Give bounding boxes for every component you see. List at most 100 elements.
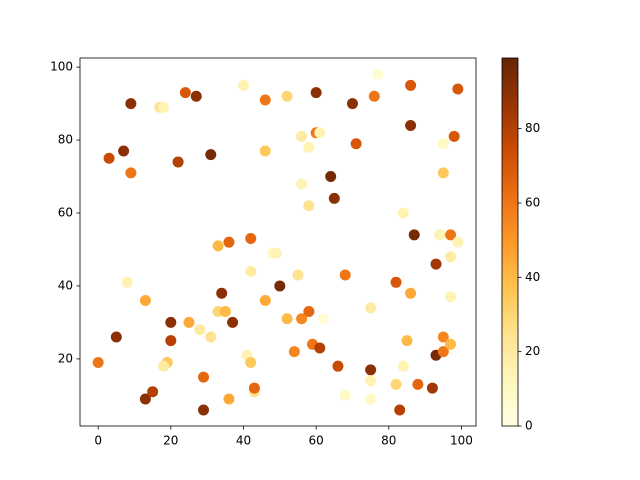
colorbar-segment xyxy=(502,395,518,399)
colorbar-segment xyxy=(502,294,518,298)
point xyxy=(183,316,195,328)
point xyxy=(237,79,249,91)
colorbar-segment xyxy=(502,202,518,206)
point xyxy=(219,305,231,317)
colorbar-segment xyxy=(502,192,518,197)
colorbar-segment xyxy=(502,306,518,310)
colorbar-segment xyxy=(502,281,518,286)
colorbar-segment xyxy=(502,337,518,341)
colorbar-segment xyxy=(502,134,518,139)
colorbar-segment xyxy=(502,272,518,277)
colorbar-segment xyxy=(502,334,518,338)
point xyxy=(245,357,257,369)
colorbar-segment xyxy=(502,119,518,123)
colorbar-segment xyxy=(502,85,518,90)
point xyxy=(118,145,130,157)
colorbar-segment xyxy=(502,380,518,384)
point xyxy=(223,236,235,248)
point xyxy=(110,331,122,343)
point xyxy=(190,90,202,102)
colorbar-segment xyxy=(502,159,518,163)
colorbar-segment xyxy=(502,226,518,231)
point xyxy=(172,156,184,168)
point xyxy=(125,98,137,110)
point xyxy=(405,287,417,299)
point xyxy=(274,280,286,292)
colorbar-segment xyxy=(502,100,518,105)
colorbar-segment xyxy=(502,64,518,68)
x-tick-label: 80 xyxy=(381,434,396,448)
point xyxy=(158,360,170,372)
colorbar-segment xyxy=(502,300,518,304)
axes-frame xyxy=(79,57,477,427)
colorbar-segment xyxy=(502,199,518,203)
colorbar-segment xyxy=(502,398,518,402)
colorbar-tick-label: 40 xyxy=(525,270,540,284)
colorbar-segment xyxy=(502,404,518,409)
colorbar-segment xyxy=(502,137,518,142)
point xyxy=(310,87,322,99)
colorbar-segment xyxy=(502,367,518,372)
point xyxy=(303,305,315,317)
colorbar-segment xyxy=(502,116,518,120)
point xyxy=(281,313,293,325)
point xyxy=(121,276,133,288)
colorbar-segment xyxy=(502,260,518,264)
point xyxy=(368,90,380,102)
colorbar-segment xyxy=(502,91,518,96)
colorbar-segment xyxy=(502,291,518,295)
point xyxy=(452,236,464,248)
point xyxy=(365,364,377,376)
point xyxy=(165,335,177,347)
colorbar-segment xyxy=(502,180,518,185)
point xyxy=(179,87,191,99)
point xyxy=(303,141,315,153)
point xyxy=(328,192,340,204)
colorbar-segment xyxy=(502,248,518,252)
colorbar-segment xyxy=(502,315,518,320)
colorbar-segment xyxy=(502,229,518,234)
y-tick-label: 100 xyxy=(50,60,73,74)
point xyxy=(125,167,137,179)
colorbar-segment xyxy=(502,410,518,415)
point xyxy=(314,342,326,354)
point xyxy=(259,94,271,106)
colorbar-segment xyxy=(502,76,518,80)
colorbar-segment xyxy=(502,168,518,172)
colorbar-segment xyxy=(502,223,518,228)
point xyxy=(139,393,151,405)
point xyxy=(445,251,457,263)
colorbar-segment xyxy=(502,79,518,84)
point xyxy=(437,167,449,179)
point xyxy=(339,389,351,401)
colorbar-segment xyxy=(502,263,518,268)
colorbar-segment xyxy=(502,297,518,301)
colorbar-segment xyxy=(502,284,518,289)
point xyxy=(390,276,402,288)
colorbar-segment xyxy=(502,330,518,335)
colorbar-segment xyxy=(502,125,518,130)
point xyxy=(365,375,377,387)
colorbar-segment xyxy=(502,217,518,222)
point xyxy=(412,378,424,390)
colorbar-segment xyxy=(502,211,518,215)
point xyxy=(332,360,344,372)
point xyxy=(408,229,420,241)
point xyxy=(288,346,300,358)
colorbar-segment xyxy=(502,97,518,102)
colorbar-segment xyxy=(502,343,518,347)
colorbar-segment xyxy=(502,349,518,353)
point xyxy=(92,357,104,369)
colorbar-segment xyxy=(502,327,518,332)
point xyxy=(103,152,115,164)
point xyxy=(434,229,446,241)
colorbar-segment xyxy=(502,321,518,326)
colorbar-segment xyxy=(502,254,518,258)
point xyxy=(397,360,409,372)
point xyxy=(314,127,326,139)
colorbar-segment xyxy=(502,266,518,271)
colorbar-segment xyxy=(502,88,518,93)
point xyxy=(223,393,235,405)
x-tick-label: 40 xyxy=(236,434,251,448)
